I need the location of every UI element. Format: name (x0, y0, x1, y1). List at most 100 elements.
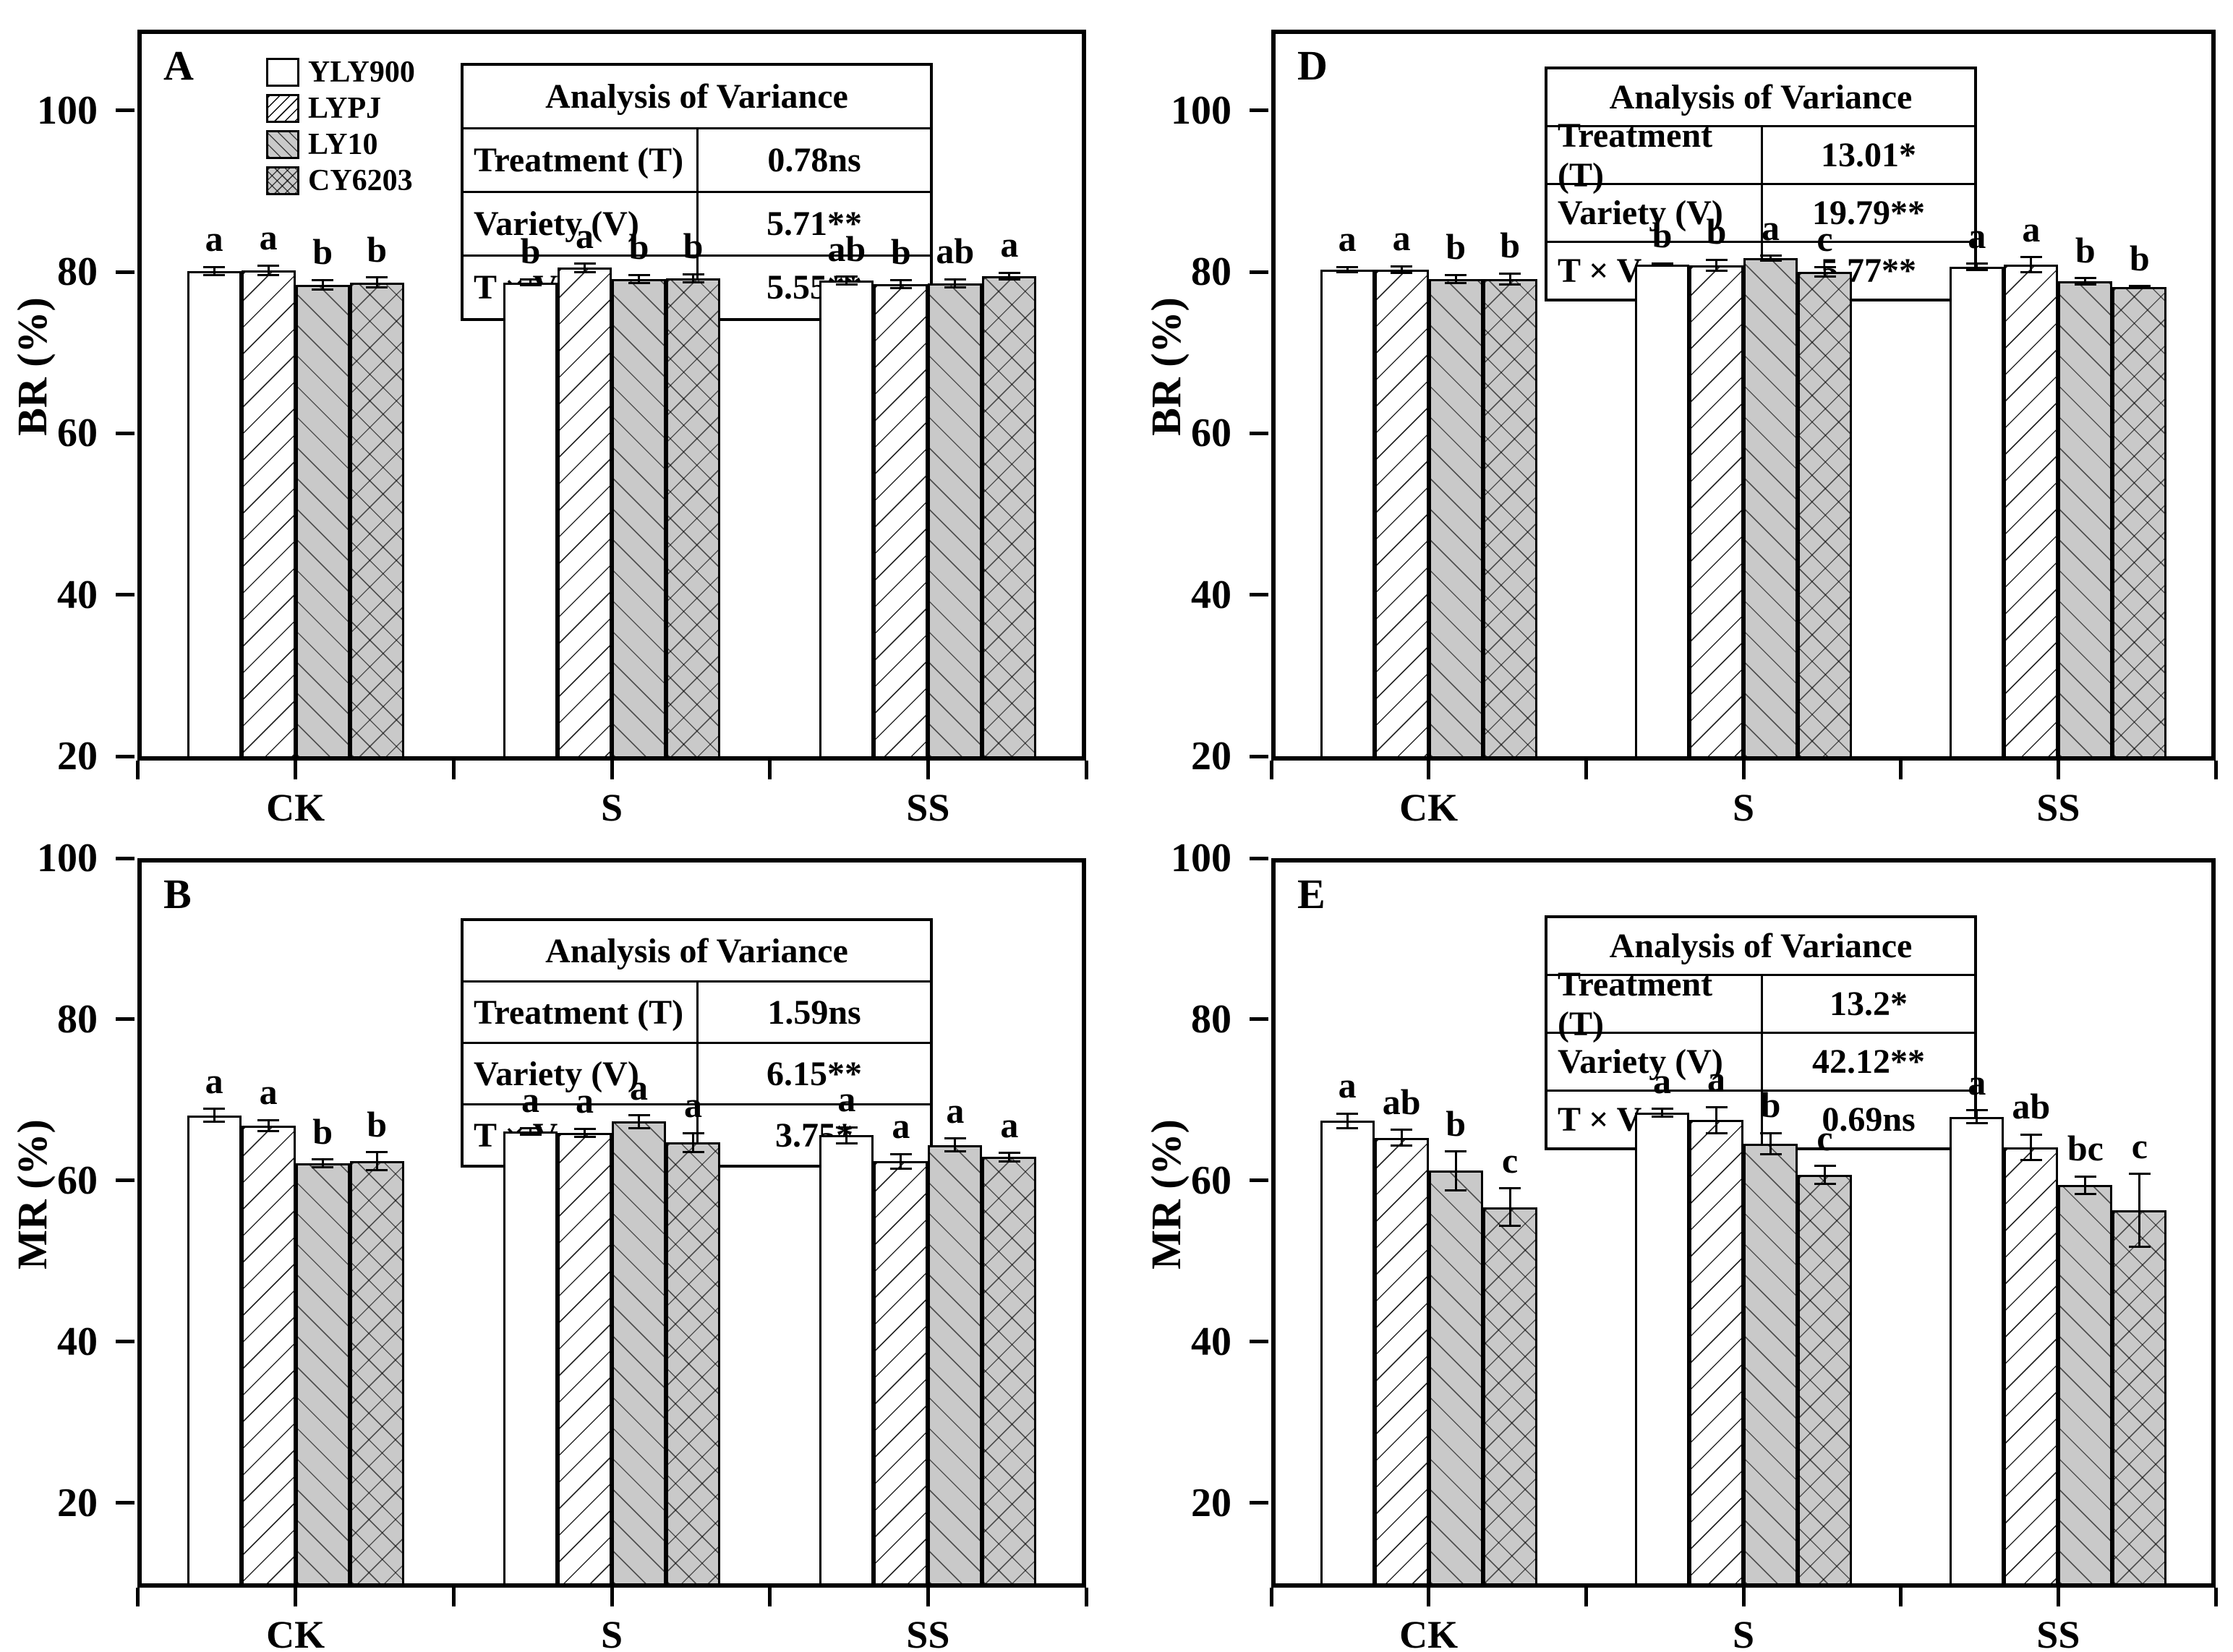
bar-lypj-ss (2004, 264, 2059, 758)
error-bar-cap-top (573, 1127, 596, 1130)
anova-table-panel-e: Analysis of Variance Treatment (T) 13.2* … (1545, 915, 1977, 1150)
y-axis-tick-label: 40 (1191, 572, 1231, 617)
error-bar-line (2138, 1173, 2141, 1247)
error-bar-cap-bottom (1336, 1126, 1359, 1129)
error-bar-line (900, 280, 902, 288)
error-bar-line (1661, 1108, 1663, 1117)
error-bar-cap-bottom (1965, 269, 1988, 272)
bar-cy6203-ck (1482, 279, 1537, 758)
y-axis-tick (1250, 270, 1268, 274)
error-bar-line (638, 1115, 640, 1129)
y-axis-tick-label: 60 (57, 411, 98, 456)
error-bar-cap-bottom (1651, 265, 1673, 268)
bar-cy6203-ck (349, 282, 404, 758)
significance-letter: a (1000, 224, 1019, 265)
significance-letter: b (683, 226, 704, 267)
bar-lypj-ss (874, 283, 928, 758)
x-axis-tick (2213, 1588, 2218, 1606)
error-bar-line (954, 279, 957, 288)
error-bar-cap-top (257, 264, 280, 267)
error-bar-line (1346, 1113, 1349, 1129)
significance-letter: a (259, 1071, 278, 1113)
significance-letter: ab (1382, 1081, 1421, 1122)
x-axis-category-label: S (1732, 1613, 1755, 1652)
error-bar-line (375, 277, 378, 288)
error-bar-cap-top (257, 1118, 280, 1121)
x-axis-category-label: S (600, 786, 623, 829)
error-bar-cap-bottom (682, 281, 704, 284)
anova-row-label: Variety (V) (1547, 1034, 1763, 1090)
error-bar-cap-bottom (835, 1142, 858, 1144)
error-bar-cap-bottom (2020, 1159, 2042, 1162)
anova-row-value: 5.71** (767, 205, 862, 243)
error-bar-cap-bottom (203, 273, 226, 276)
anova-row-label: Variety (V) (464, 1044, 699, 1103)
error-bar-cap-top (1759, 254, 1782, 257)
y-axis-tick-label: 40 (57, 1319, 98, 1364)
y-axis-tick (1250, 108, 1268, 113)
error-bar-cap-top (1499, 272, 1521, 275)
anova-row-value: 0.78ns (767, 141, 861, 179)
significance-letter: a (1338, 1065, 1357, 1106)
anova-row-value: 42.12** (1812, 1043, 1925, 1081)
panel-letter-e: E (1297, 870, 1325, 917)
significance-letter: a (1707, 1058, 1725, 1100)
bar-lypj-s (558, 1133, 612, 1585)
bar-cy6203-s (666, 278, 720, 758)
bar-ly10-ss (2058, 281, 2113, 758)
bar-ly10-s (612, 279, 666, 758)
error-bar-line (1346, 267, 1349, 272)
panel-letter-a: A (163, 42, 194, 89)
significance-letter: a (1392, 218, 1411, 259)
bar-cy6203-ss (982, 1157, 1037, 1585)
x-axis-category-label: SS (2036, 786, 2080, 829)
y-axis-tick-label: 60 (1191, 1157, 1231, 1203)
y-axis-tick (1250, 1178, 1268, 1183)
bar-lypj-ck (1374, 269, 1429, 758)
error-bar-cap-top (2020, 256, 2042, 259)
y-axis-tick-label: 60 (1191, 411, 1231, 456)
significance-letter: b (367, 1103, 388, 1144)
error-bar-line (2084, 278, 2087, 285)
error-bar-cap-top (2128, 285, 2151, 288)
anova-row-value: 0.69ns (1822, 1100, 1916, 1139)
x-axis-category-label: CK (1399, 786, 1459, 829)
significance-letter: a (684, 1084, 702, 1126)
bar-cy6203-s (1798, 272, 1852, 758)
significance-letter: a (1000, 1104, 1019, 1145)
x-axis-tick (926, 1588, 930, 1606)
x-axis-category-label: CK (1399, 1613, 1459, 1652)
significance-letter: b (1500, 225, 1521, 266)
error-bar-cap-bottom (1705, 1131, 1728, 1134)
y-axis-tick-label: 20 (1191, 1480, 1231, 1525)
error-bar-cap-top (628, 273, 650, 276)
error-bar-cap-top (1336, 1112, 1359, 1115)
anova-table-panel-a: Analysis of Variance Treatment (T) 0.78ns… (461, 63, 933, 321)
x-axis-tick (610, 761, 614, 779)
significance-letter: a (205, 1060, 223, 1101)
error-bar-cap-top (1965, 1109, 1988, 1112)
bar-yly900-ck (187, 270, 242, 758)
error-bar-cap-top (1705, 258, 1728, 261)
error-bar-line (1769, 1133, 1772, 1154)
error-bar-line (2030, 257, 2033, 272)
error-bar-cap-top (1499, 1187, 1521, 1190)
error-bar-cap-bottom (944, 286, 966, 288)
x-axis-tick (1269, 761, 1273, 779)
error-bar-line (2030, 1134, 2033, 1160)
x-axis-category-label: S (600, 1613, 623, 1652)
anova-row-value: 1.59ns (767, 993, 861, 1032)
error-bar-cap-top (1814, 1165, 1836, 1168)
error-bar-cap-bottom (944, 1150, 966, 1153)
x-axis-tick (451, 761, 456, 779)
x-axis-tick (1084, 761, 1088, 779)
error-bar-cap-bottom (257, 1130, 280, 1133)
error-bar-line (692, 274, 694, 283)
bar-yly900-s (503, 1131, 558, 1585)
error-bar-cap-top (312, 278, 334, 281)
error-bar-cap-top (2128, 1173, 2151, 1176)
error-bar-line (375, 1152, 378, 1170)
anova-row-label: Variety (V) (1547, 185, 1763, 241)
significance-letter: a (521, 1079, 539, 1121)
